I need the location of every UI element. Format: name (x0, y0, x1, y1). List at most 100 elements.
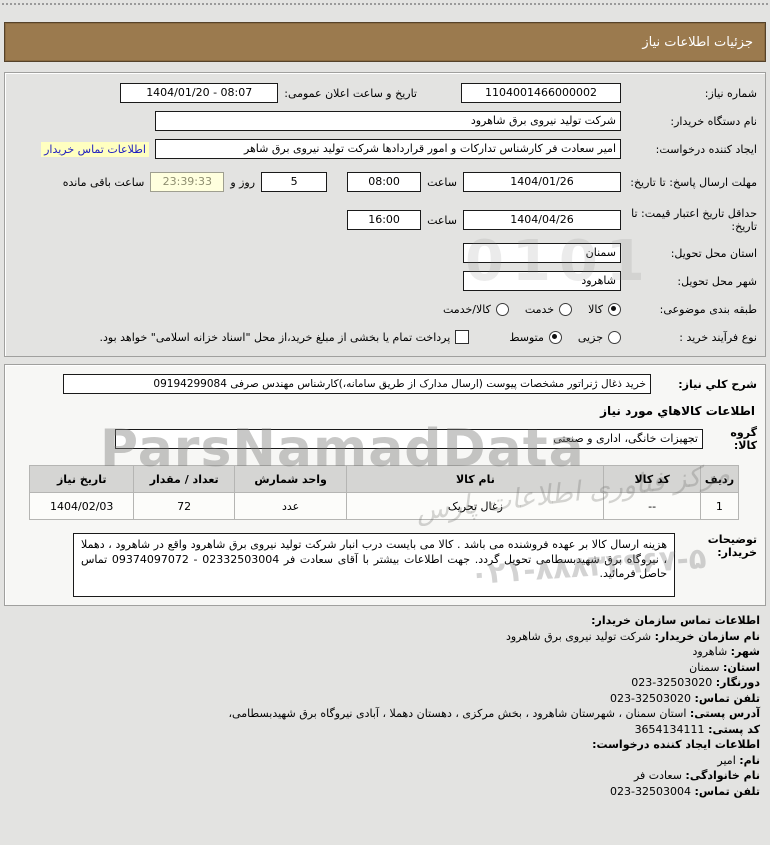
classification-service-label: خدمت (524, 302, 555, 316)
radio-unselected-icon[interactable] (608, 330, 621, 344)
delivery-city-row: شهر محل تحویل: شاهرود (11, 270, 757, 292)
cell-row-number: 1 (699, 492, 740, 520)
creator-contact-heading: اطلاعات ایجاد کننده درخواست: (0, 738, 760, 752)
need-number-row: شماره نیاز: 1104001466000002 تاریخ و ساع… (11, 82, 757, 104)
classification-option-goods[interactable]: کالا (588, 302, 621, 316)
subject-classification-label: طبقه بندی موضوعی: (659, 302, 757, 316)
contact-line: دورنگار: 32503020-023 (0, 676, 760, 690)
deadline-hour-label: ساعت (427, 175, 457, 189)
contact-line: کد پستی: 3654134111 (0, 723, 760, 737)
goods-group-field[interactable]: تجهیزات خانگی، اداری و صنعتی (115, 429, 703, 449)
treasury-payment-option[interactable]: پرداخت تمام یا بخشی از مبلغ خرید،از محل … (100, 330, 470, 344)
need-number-field[interactable]: 1104001466000002 (461, 83, 621, 103)
days-remaining-field[interactable]: 5 (261, 172, 328, 192)
radio-selected-icon[interactable] (608, 302, 621, 316)
price-validity-label: حداقل تاریخ اعتبار قیمت: تا تاریخ: (631, 207, 757, 233)
postal-code-label: کد پستی: (708, 722, 760, 736)
response-deadline-row: مهلت ارسال پاسخ: تا تاریخ: 1404/01/26 سا… (11, 166, 757, 198)
goods-details-panel: شرح کلي نیاز: خرید ذغال ژنراتور مشخصات پ… (4, 364, 766, 606)
delivery-city-field[interactable]: شاهرود (463, 271, 621, 291)
radio-unselected-icon[interactable] (495, 302, 509, 316)
purchase-process-row: نوع فرآیند خرید : جزیی متوسط پرداخت تمام… (11, 326, 757, 348)
org-contact-heading-text: اطلاعات تماس سازمان خریدار: (591, 614, 760, 627)
org-name-label: نام سازمان خریدار: (654, 629, 760, 643)
goods-table: ردیف کد کالا نام کالا واحد شمارش تعداد /… (28, 465, 740, 520)
cell-quantity: 72 (133, 492, 235, 520)
page-title: جزئیات اطلاعات نیاز (642, 34, 753, 50)
buyer-org-field[interactable]: شرکت تولید نیروی برق شاهرود (155, 111, 621, 131)
page-title-bar: جزئیات اطلاعات نیاز (4, 22, 766, 62)
col-header-unit: واحد شمارش (233, 465, 348, 493)
creator-phone-value: 32503004-023 (610, 784, 692, 798)
top-divider (2, 3, 768, 5)
classification-option-service[interactable]: خدمت (524, 302, 573, 316)
process-option-medium[interactable]: متوسط (509, 330, 562, 344)
col-header-row-number: ردیف (699, 465, 740, 493)
need-description-field[interactable]: خرید ذغال ژنراتور مشخصات پیوست (ارسال مد… (63, 374, 651, 394)
validity-time-field[interactable]: 16:00 (347, 210, 422, 230)
validity-hour-label: ساعت (427, 213, 457, 227)
cell-goods-name: زغال تحریک (346, 492, 605, 520)
request-creator-label: ایجاد کننده درخواست: (655, 142, 757, 156)
buyer-notes-label: توضیحات خریدار: (707, 533, 757, 559)
radio-selected-icon[interactable] (548, 330, 562, 344)
need-description-label: شرح کلي نیاز: (678, 377, 757, 391)
phone-value: 32503020-023 (610, 691, 692, 705)
last-name-label: نام خانوادگی: (685, 769, 760, 782)
goods-group-label: گروه کالا: (730, 426, 757, 452)
contact-line: تلفن تماس: 32503020-023 (0, 692, 760, 706)
need-number-label: شماره نیاز: (704, 86, 757, 100)
process-partial-label: جزیی (577, 330, 603, 344)
deadline-date-field[interactable]: 1404/01/26 (463, 172, 621, 192)
contact-line: نام خانوادگی: سعادت فر (0, 769, 760, 783)
subject-classification-row: طبقه بندی موضوعی: کالا خدمت کالا/خدمت (11, 298, 757, 320)
city-value: شاهرود (692, 645, 728, 658)
first-name-value: امیر (717, 753, 736, 767)
classification-goods-label: کالا (588, 302, 603, 316)
contact-info-section: اطلاعات تماس سازمان خریدار: نام سازمان خ… (0, 606, 770, 798)
contact-line: شهر: شاهرود (0, 645, 760, 659)
contact-line: تلفن تماس: 32503004-023 (0, 785, 760, 799)
deadline-time-field[interactable]: 08:00 (347, 172, 422, 192)
hours-remaining-label: ساعت باقی مانده (62, 175, 145, 189)
last-name-value: سعادت فر (633, 769, 682, 782)
buyer-notes-field[interactable]: هزینه ارسال کالا بر عهده فروشنده می باشد… (73, 533, 675, 597)
request-creator-row: ایجاد کننده درخواست: امیر سعادت فر کارشن… (11, 138, 757, 160)
province-value: سمنان (689, 660, 720, 674)
need-info-panel: شماره نیاز: 1104001466000002 تاریخ و ساع… (4, 72, 766, 357)
buyer-contact-link[interactable]: اطلاعات تماس خریدار (41, 141, 149, 157)
postal-code-value: 3654134111 (634, 722, 705, 736)
classification-goods-service-label: کالا/خدمت (443, 302, 491, 316)
contact-line: استان: سمنان (0, 661, 760, 675)
delivery-province-row: استان محل تحویل: سمنان (11, 242, 757, 264)
contact-line: نام سازمان خریدار: شرکت تولید نیروی برق … (0, 630, 760, 644)
process-medium-label: متوسط (509, 330, 544, 344)
city-label: شهر: (730, 645, 760, 658)
first-name-label: نام: (739, 753, 760, 767)
contact-line: آدرس پستی: استان سمنان ، شهرستان شاهرود … (0, 707, 760, 721)
buyer-org-row: نام دستگاه خریدار: شرکت تولید نیروی برق … (11, 110, 757, 132)
goods-table-header-row: ردیف کد کالا نام کالا واحد شمارش تعداد /… (28, 465, 740, 493)
announce-datetime-field[interactable]: 1404/01/20 - 08:07 (120, 83, 279, 103)
request-creator-field[interactable]: امیر سعادت فر کارشناس تدارکات و امور قرا… (155, 139, 621, 159)
fax-label: دورنگار: (715, 676, 760, 689)
validity-date-field[interactable]: 1404/04/26 (463, 210, 621, 230)
buyer-org-label: نام دستگاه خریدار: (670, 114, 757, 128)
delivery-province-field[interactable]: سمنان (463, 243, 621, 263)
province-label: استان: (723, 660, 760, 674)
cell-goods-code: -- (603, 492, 701, 520)
process-option-partial[interactable]: جزیی (577, 330, 621, 344)
phone-label: تلفن تماس: (694, 691, 760, 705)
col-header-quantity: تعداد / مقدار (133, 465, 235, 493)
goods-table-row: 1 -- زغال تحریک عدد 72 1404/02/03 (28, 492, 740, 520)
creator-phone-label: تلفن تماس: (694, 784, 760, 798)
need-description-row: شرح کلي نیاز: خرید ذغال ژنراتور مشخصات پ… (11, 374, 757, 394)
buyer-notes-row: توضیحات خریدار: هزینه ارسال کالا بر عهده… (11, 533, 757, 597)
classification-option-goods-service[interactable]: کالا/خدمت (443, 302, 509, 316)
price-validity-row: حداقل تاریخ اعتبار قیمت: تا تاریخ: 1404/… (11, 204, 757, 236)
radio-unselected-icon[interactable] (559, 302, 573, 316)
org-contact-heading: اطلاعات تماس سازمان خریدار: (0, 614, 760, 628)
days-remaining-label: روز و (230, 175, 256, 189)
postal-address-value: استان سمنان ، شهرستان شاهرود ، بخش مرکزی… (228, 707, 687, 720)
treasury-checkbox[interactable] (455, 330, 470, 344)
